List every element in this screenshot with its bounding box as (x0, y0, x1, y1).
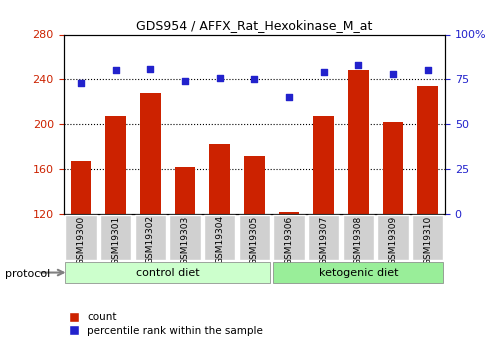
Bar (382, 122, 403, 345)
Text: protocol: protocol (5, 269, 50, 279)
Text: GSM19305: GSM19305 (249, 215, 258, 265)
FancyBboxPatch shape (65, 215, 96, 259)
Title: GDS954 / AFFX_Rat_Hexokinase_M_at: GDS954 / AFFX_Rat_Hexokinase_M_at (136, 19, 372, 32)
Point (354, 62, 362, 68)
FancyBboxPatch shape (273, 215, 304, 259)
FancyBboxPatch shape (377, 215, 408, 259)
FancyBboxPatch shape (203, 215, 235, 259)
FancyBboxPatch shape (273, 262, 442, 284)
Text: GSM19303: GSM19303 (180, 215, 189, 265)
Bar (313, 116, 333, 345)
Bar (140, 93, 161, 345)
Point (146, 66, 154, 71)
Text: GSM19304: GSM19304 (215, 215, 224, 264)
FancyBboxPatch shape (307, 215, 339, 259)
Bar (416, 86, 437, 345)
Text: GSM19308: GSM19308 (353, 215, 362, 265)
Text: GSM19309: GSM19309 (387, 215, 397, 265)
Text: GSM19300: GSM19300 (76, 215, 85, 265)
Point (215, 75, 223, 80)
FancyBboxPatch shape (100, 215, 131, 259)
Text: GSM19307: GSM19307 (319, 215, 327, 265)
Bar (70, 161, 91, 345)
Bar (244, 156, 264, 345)
Text: GSM19306: GSM19306 (284, 215, 293, 265)
Bar (347, 70, 368, 345)
FancyBboxPatch shape (238, 215, 269, 259)
Point (285, 95, 292, 100)
FancyBboxPatch shape (134, 215, 165, 259)
Legend: count, percentile rank within the sample: count, percentile rank within the sample (59, 308, 266, 340)
Bar (278, 211, 299, 345)
FancyBboxPatch shape (169, 215, 200, 259)
Point (319, 69, 327, 75)
Text: control diet: control diet (136, 268, 199, 277)
Point (111, 68, 119, 73)
FancyBboxPatch shape (411, 215, 442, 259)
Point (250, 77, 258, 82)
Point (77, 80, 84, 86)
Point (181, 78, 188, 84)
FancyBboxPatch shape (342, 215, 373, 259)
Bar (105, 116, 126, 345)
Bar (174, 167, 195, 345)
Point (388, 71, 396, 77)
Bar (209, 144, 229, 345)
Text: GSM19301: GSM19301 (111, 215, 120, 265)
Text: ketogenic diet: ketogenic diet (318, 268, 397, 277)
Text: GSM19310: GSM19310 (422, 215, 431, 265)
Text: GSM19302: GSM19302 (145, 215, 154, 264)
FancyBboxPatch shape (65, 262, 269, 284)
Point (423, 68, 431, 73)
